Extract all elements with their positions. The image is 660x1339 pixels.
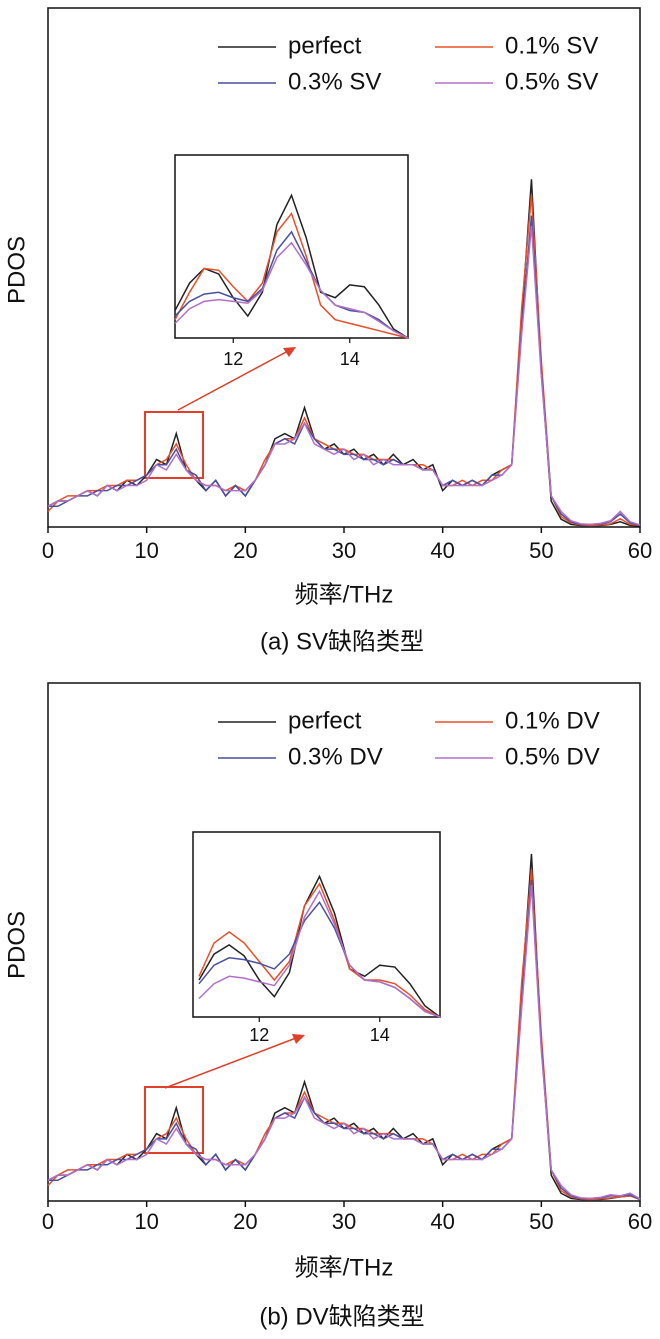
inset-x-tick-label: 12 [249,1025,269,1045]
x-axis-label: 频率/THz [295,581,394,608]
legend-label: 0.1% DV [505,707,600,734]
inset-line [174,241,409,339]
x-tick-label: 30 [332,1209,356,1234]
y-axis-label: PDOS [3,911,30,979]
x-tick-label: 40 [430,538,454,563]
x-tick-label: 20 [233,538,257,563]
inset-x-tick-label: 12 [223,349,243,369]
x-tick-label: 10 [134,1209,158,1234]
series-line [47,884,641,1200]
inset-frame [174,154,409,339]
legend-label: perfect [288,32,362,59]
legend-label: 0.1% SV [505,32,598,59]
inset-line [198,889,441,1018]
y-axis-label: PDOS [3,236,30,304]
legend-label: 0.3% SV [288,68,381,95]
legend-label: 0.5% SV [505,68,598,95]
x-tick-label: 10 [134,538,158,563]
caption: (b) DV缺陷类型 [259,1303,424,1330]
inset-line [174,193,409,339]
legend-label: perfect [288,707,362,734]
legend-label: 0.3% DV [288,743,383,770]
x-axis-label: 频率/THz [295,1254,394,1281]
highlight-box [144,1086,204,1154]
x-tick-label: 20 [233,1209,257,1234]
caption: (a) SV缺陷类型 [260,628,424,655]
inset-line [174,212,409,339]
x-tick-label: 50 [529,538,553,563]
arrow-head [292,1034,305,1044]
x-tick-label: 60 [628,1209,652,1234]
highlight-box [144,411,204,479]
x-tick-label: 0 [42,538,54,563]
x-tick-label: 40 [430,1209,454,1234]
legend-label: 0.5% DV [505,743,600,770]
inset-x-tick-label: 14 [370,1025,390,1045]
arrow [164,1037,297,1089]
arrow-head [283,347,296,357]
x-tick-label: 30 [332,538,356,563]
x-tick-label: 60 [628,538,652,563]
arrow [177,350,289,411]
x-tick-label: 50 [529,1209,553,1234]
inset-line [198,874,441,1018]
series-line [47,225,641,526]
x-tick-label: 0 [42,1209,54,1234]
inset-line [198,882,441,1018]
inset-x-tick-label: 14 [340,349,360,369]
